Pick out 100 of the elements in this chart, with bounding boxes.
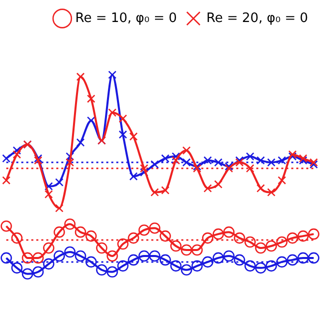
point — [150, 188, 159, 196]
point — [267, 158, 276, 167]
point — [108, 108, 116, 117]
point — [191, 260, 203, 272]
point — [55, 204, 64, 212]
point — [255, 262, 266, 274]
point — [0, 252, 12, 264]
point — [234, 254, 246, 266]
point — [170, 240, 182, 252]
point — [212, 228, 224, 240]
point — [108, 70, 116, 79]
point — [149, 222, 160, 234]
point — [256, 156, 265, 165]
point — [44, 190, 53, 198]
point — [12, 150, 22, 159]
point — [278, 176, 286, 185]
point — [191, 244, 203, 256]
point — [140, 168, 148, 177]
point — [32, 266, 44, 278]
point — [223, 250, 235, 262]
point — [129, 172, 138, 181]
point — [106, 250, 118, 262]
point — [202, 232, 214, 244]
point — [214, 158, 222, 167]
point — [161, 186, 170, 194]
point — [297, 230, 309, 242]
point — [297, 252, 309, 264]
legend-label: Re = 20, φ₀ = 0 — [206, 10, 308, 26]
point — [43, 258, 54, 270]
point — [160, 254, 171, 266]
point — [55, 178, 64, 186]
point — [202, 256, 214, 268]
point — [161, 154, 170, 163]
point — [85, 230, 97, 242]
point — [128, 232, 140, 244]
point — [138, 250, 150, 262]
point — [286, 232, 298, 244]
point — [43, 242, 54, 254]
point — [106, 266, 118, 278]
point — [22, 268, 34, 280]
point — [244, 236, 256, 248]
point — [180, 264, 192, 276]
point — [12, 146, 22, 155]
point — [96, 242, 108, 254]
point — [138, 224, 150, 236]
point — [204, 184, 212, 192]
point — [170, 260, 182, 272]
point — [128, 254, 140, 266]
point — [74, 226, 86, 238]
point — [2, 154, 10, 163]
point — [256, 184, 265, 192]
point — [54, 226, 65, 238]
point — [308, 252, 320, 264]
point — [129, 132, 138, 141]
point — [204, 156, 212, 165]
point — [117, 238, 129, 250]
point — [150, 160, 159, 169]
point — [266, 240, 277, 252]
point — [11, 262, 23, 274]
point — [149, 250, 160, 262]
point — [64, 246, 76, 258]
point — [246, 164, 254, 173]
point — [85, 256, 97, 268]
point — [234, 232, 246, 244]
point — [308, 228, 320, 240]
point — [118, 114, 128, 123]
point — [244, 260, 256, 272]
point — [266, 260, 277, 272]
point — [276, 256, 288, 268]
point — [172, 152, 180, 161]
point — [66, 158, 74, 167]
point — [214, 180, 222, 188]
point — [182, 158, 191, 167]
point — [182, 146, 191, 155]
point — [76, 72, 85, 81]
point — [86, 116, 96, 125]
point — [117, 260, 129, 272]
point — [212, 252, 224, 264]
legend-label: Re = 10, φ₀ = 0 — [75, 10, 177, 26]
point — [0, 220, 12, 232]
point — [255, 242, 266, 254]
point — [118, 130, 128, 139]
point — [54, 250, 65, 262]
point — [286, 254, 298, 266]
point — [22, 252, 34, 264]
point — [96, 264, 108, 276]
point — [11, 232, 23, 244]
point — [172, 156, 180, 165]
point — [66, 152, 74, 161]
point — [246, 152, 254, 161]
point — [267, 188, 276, 196]
point — [64, 218, 76, 230]
point — [76, 138, 85, 147]
point — [74, 250, 86, 262]
point — [86, 94, 96, 103]
point — [278, 156, 286, 165]
point — [2, 176, 10, 185]
point — [44, 182, 53, 190]
point — [140, 164, 148, 173]
point — [223, 226, 235, 238]
